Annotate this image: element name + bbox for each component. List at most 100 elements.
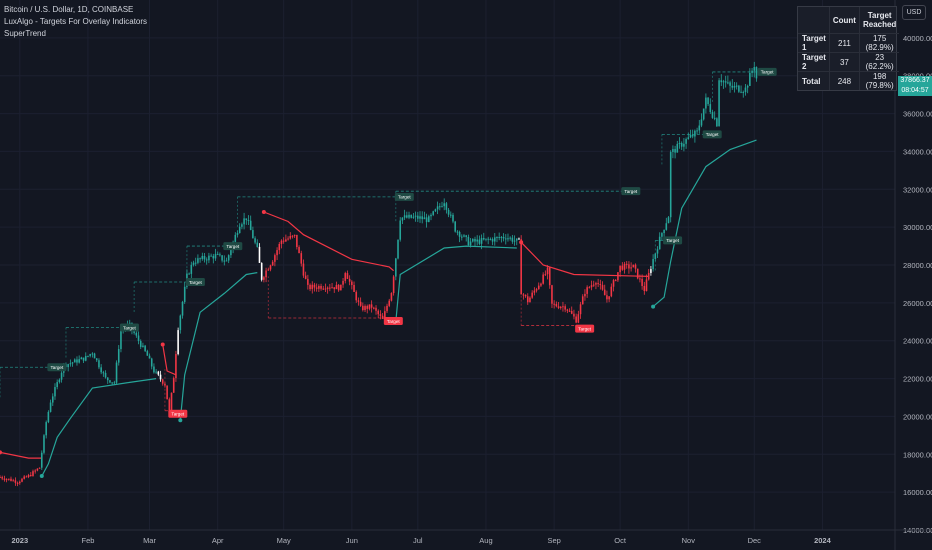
price-tick-label: 36000.00 — [903, 110, 932, 119]
candle-body — [399, 220, 402, 240]
candle-body — [542, 274, 544, 284]
candle-body — [751, 70, 753, 73]
candle-body — [632, 264, 635, 268]
indicator-title[interactable]: LuxAlgo - Targets For Overlay Indicators — [4, 17, 148, 26]
time-tick-label: Mar — [143, 536, 156, 545]
supertrend-up-line — [179, 272, 258, 421]
candle-body — [51, 396, 54, 403]
candle-body — [49, 402, 52, 412]
overlay-title[interactable]: SuperTrend — [4, 29, 46, 38]
candle-body — [439, 206, 441, 208]
candle-body — [410, 214, 413, 218]
candle-body — [689, 134, 692, 138]
symbol-title[interactable]: Bitcoin / U.S. Dollar, 1D, COINBASE — [4, 5, 134, 14]
candle-body — [691, 134, 694, 137]
candle-body — [100, 367, 102, 373]
candle-body — [258, 246, 261, 263]
price-tick-label: 26000.00 — [903, 299, 932, 308]
candle-body — [447, 209, 450, 215]
candle-body — [548, 267, 551, 286]
candle-body — [694, 130, 696, 137]
candle-body — [289, 235, 292, 239]
candle-body — [449, 214, 452, 216]
price-tick-label: 30000.00 — [903, 223, 932, 232]
row-label: Target 2 — [798, 52, 830, 72]
candle-body — [474, 239, 476, 242]
candle-body — [221, 255, 223, 261]
candle-body — [698, 125, 701, 131]
candle-body — [603, 289, 606, 296]
candle-body — [606, 295, 608, 300]
candle-body — [639, 278, 641, 280]
candle-body — [665, 223, 668, 230]
candle-body — [643, 285, 646, 292]
candle-body — [595, 283, 597, 285]
candle-body — [406, 215, 408, 218]
chart-legend: Bitcoin / U.S. Dollar, 1D, COINBASE LuxA… — [4, 4, 147, 40]
candle-body — [656, 249, 659, 254]
candle-body — [293, 234, 296, 236]
price-tick-label: 18000.00 — [903, 450, 932, 459]
candle-body — [500, 237, 503, 239]
candle-body — [241, 224, 243, 227]
supertrend-down-line — [520, 241, 649, 277]
last-price-tag: 37866.37 08:04:57 — [898, 76, 932, 96]
candle-body — [146, 351, 149, 356]
candle-body — [256, 242, 259, 247]
supertrend-down-line — [0, 451, 42, 459]
candle-body — [417, 215, 419, 219]
candle-body — [298, 247, 300, 254]
candle-body — [14, 480, 17, 483]
candle-body — [335, 284, 338, 290]
candle-body — [304, 275, 307, 279]
candle-body — [507, 238, 509, 240]
candle-body — [175, 354, 177, 379]
candle-body — [307, 278, 309, 285]
candle-body — [267, 269, 270, 271]
candle-body — [230, 249, 232, 256]
candle-body — [623, 263, 626, 270]
candle-body — [40, 452, 43, 468]
candle-body — [434, 209, 437, 212]
candle-body — [412, 216, 415, 218]
candle-body — [467, 236, 470, 246]
candle-body — [113, 382, 116, 384]
candle-body — [700, 119, 703, 126]
candle-body — [537, 285, 540, 290]
candle-body — [696, 130, 698, 132]
currency-button[interactable]: USD — [902, 5, 926, 20]
candle-body — [678, 142, 681, 144]
candle-body — [320, 285, 322, 289]
candle-body — [318, 285, 320, 289]
candle-body — [227, 255, 230, 261]
candle-body — [161, 379, 164, 384]
candle-body — [355, 291, 358, 301]
candle-body — [727, 82, 729, 84]
candle-body — [386, 305, 388, 312]
time-tick-label: Feb — [81, 536, 94, 545]
candle-body — [58, 379, 61, 383]
candle-body — [641, 278, 643, 286]
candle-body — [370, 304, 373, 308]
trend-flip-dot — [651, 304, 656, 309]
candle-body — [265, 270, 267, 278]
candle-body — [755, 67, 758, 79]
candle-body — [285, 239, 287, 242]
table-row: Target 1 211 175 (82.9%) — [798, 33, 900, 53]
candle-body — [529, 297, 531, 303]
time-axis[interactable]: 2023 Feb Mar Apr May Jun Jul Aug Sep Oct Nov Dec 202… — [0, 529, 932, 545]
candle-body — [183, 286, 186, 302]
candle-body — [199, 258, 201, 260]
candle-body — [414, 215, 417, 217]
target-label: Target — [387, 319, 400, 324]
candle-body — [362, 305, 364, 311]
candle-body — [729, 82, 731, 86]
candle-body — [379, 314, 382, 316]
candle-body — [634, 264, 637, 269]
candle-body — [170, 392, 173, 412]
candle-body — [104, 372, 107, 378]
candle-body — [676, 143, 679, 153]
candle-body — [504, 238, 507, 240]
time-tick-label: Sep — [547, 536, 560, 545]
